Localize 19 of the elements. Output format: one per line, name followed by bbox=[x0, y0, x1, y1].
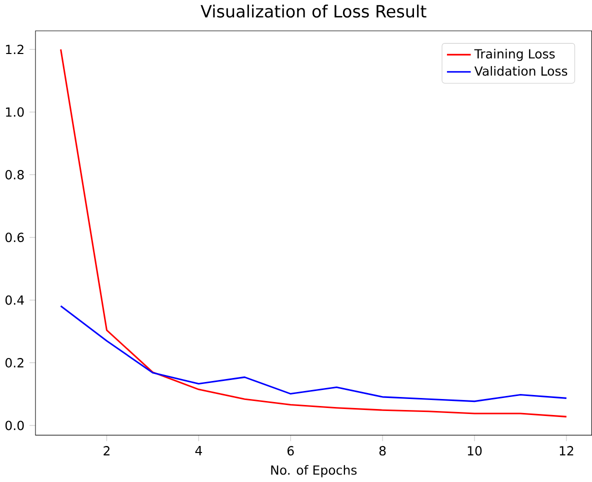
y-tick-label: 0.0 bbox=[5, 420, 24, 430]
legend-label: Training Loss bbox=[474, 48, 555, 62]
x-tick-label: 6 bbox=[288, 446, 294, 456]
line-series bbox=[60, 305, 568, 402]
chart-title: Visualization of Loss Result bbox=[200, 4, 426, 18]
y-tick-label: 1.2 bbox=[6, 44, 24, 54]
y-tick-label: 0.4 bbox=[5, 295, 24, 305]
x-axis-title: No. of Epochs bbox=[271, 465, 357, 478]
x-tick-label: 10 bbox=[468, 446, 482, 456]
y-tick-label: 1.0 bbox=[6, 107, 24, 117]
x-tick-label: 8 bbox=[379, 446, 386, 456]
x-tick-label: 4 bbox=[195, 446, 202, 456]
x-tick-label: 12 bbox=[560, 446, 574, 456]
y-tick-label: 0.6 bbox=[5, 232, 24, 242]
line-series bbox=[60, 48, 568, 418]
x-tick-label: 2 bbox=[104, 446, 110, 456]
legend-label: Validation Loss bbox=[474, 66, 568, 76]
y-tick-label: 0.8 bbox=[5, 170, 24, 180]
y-tick-label: 0.2 bbox=[5, 358, 24, 368]
